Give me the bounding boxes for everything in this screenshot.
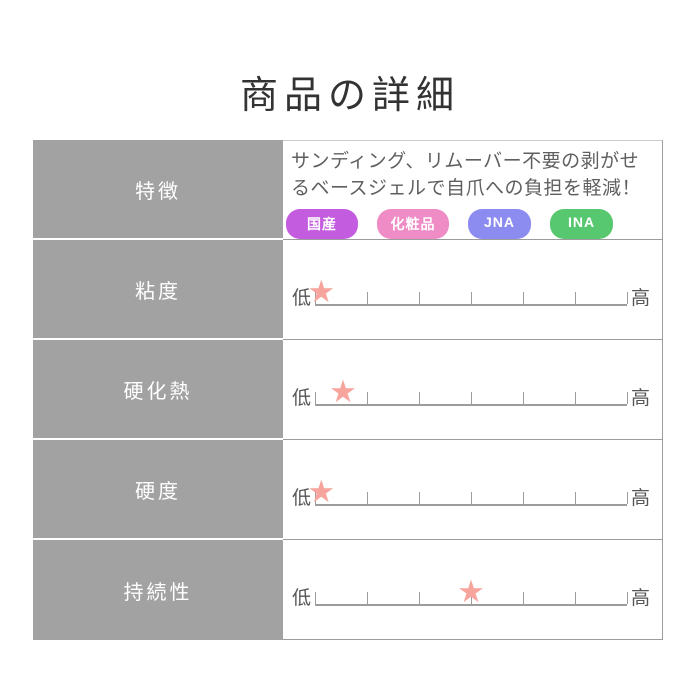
scale-tick-mark [574, 492, 576, 504]
scale-tick-mark [419, 492, 420, 504]
scale-tick-mark [419, 292, 420, 304]
scale-tick-mark [419, 392, 420, 404]
scale-tick-mark [522, 592, 524, 604]
badge-list: 国産 化粧品 JNA INA [286, 209, 662, 239]
table-row-viscosity: 粘度 低 ★ 高 [33, 240, 663, 340]
scale-tick-mark [574, 392, 576, 404]
scale-tick-mark [315, 392, 317, 404]
scale-tick-mark [522, 392, 524, 404]
scale-tick-mark [367, 292, 368, 304]
rating-scale: 低 ★ 高 [292, 576, 650, 609]
rating-star-icon: ★ [329, 374, 357, 409]
table-row-features: 特徴 サンディング、リムーバー不要の剥がせるベースジェルで自爪への負担を軽減！ … [33, 140, 663, 240]
scale-track: ★ [307, 276, 628, 307]
scale-high-label: 高 [630, 388, 650, 409]
scale-tick-mark [419, 592, 420, 604]
row-header-viscosity: 粘度 [33, 240, 283, 340]
scale-tick-mark [626, 592, 628, 604]
table-row-persistence: 持続性 低 ★ 高 [33, 540, 663, 640]
product-detail-table: 特徴 サンディング、リムーバー不要の剥がせるベースジェルで自爪への負担を軽減！ … [33, 140, 663, 640]
row-header-curing-heat: 硬化熱 [33, 340, 283, 440]
row-content-features: サンディング、リムーバー不要の剥がせるベースジェルで自爪への負担を軽減！ 国産 … [283, 140, 663, 240]
badge-ina: INA [550, 209, 613, 239]
scale-tick-mark [471, 292, 472, 304]
scale-tick-mark [471, 392, 472, 404]
scale-low-label: 低 [292, 588, 312, 609]
row-content-viscosity: 低 ★ 高 [283, 240, 663, 340]
rating-star-icon: ★ [307, 474, 336, 509]
row-content-persistence: 低 ★ 高 [283, 540, 663, 640]
scale-high-label: 高 [630, 488, 650, 509]
feature-description: サンディング、リムーバー不要の剥がせるベースジェルで自爪への負担を軽減！ [291, 151, 642, 199]
badge-domestic: 国産 [286, 209, 358, 239]
scale-low-label: 低 [292, 488, 312, 509]
rating-scale: 低 ★ 高 [292, 476, 650, 509]
scale-tick-mark [626, 292, 628, 304]
row-header-hardness: 硬度 [33, 440, 283, 540]
table-row-hardness: 硬度 低 ★ 高 [33, 440, 663, 540]
badge-cosmetics: 化粧品 [377, 209, 449, 239]
badge-jna: JNA [468, 209, 531, 239]
scale-low-label: 低 [292, 388, 312, 409]
rating-scale: 低 ★ 高 [292, 276, 650, 309]
scale-tick-mark [315, 492, 317, 504]
scale-track: ★ [307, 476, 628, 507]
rating-scale: 低 ★ 高 [292, 376, 650, 409]
scale-tick-mark [574, 292, 576, 304]
row-content-hardness: 低 ★ 高 [283, 440, 663, 540]
scale-track: ★ [315, 376, 628, 407]
scale-tick-mark [367, 492, 368, 504]
scale-low-label: 低 [292, 288, 312, 309]
scale-tick-mark [574, 592, 576, 604]
rating-star-icon: ★ [307, 274, 336, 309]
scale-high-label: 高 [630, 288, 650, 309]
scale-tick-mark [626, 392, 628, 404]
scale-tick-mark [522, 292, 524, 304]
scale-tick-mark [315, 592, 317, 604]
scale-tick-mark [626, 492, 628, 504]
row-header-persistence: 持続性 [33, 540, 283, 640]
scale-high-label: 高 [630, 588, 650, 609]
scale-tick-mark [315, 292, 317, 304]
row-header-features: 特徴 [33, 140, 283, 240]
scale-tick-mark [367, 592, 368, 604]
page-title: 商品の詳細 [239, 75, 460, 118]
scale-tick-mark [471, 592, 472, 604]
scale-track: ★ [315, 576, 628, 607]
row-content-curing-heat: 低 ★ 高 [283, 340, 663, 440]
table-row-curing-heat: 硬化熱 低 ★ 高 [33, 340, 663, 440]
scale-tick-mark [471, 492, 472, 504]
scale-tick-mark [522, 492, 524, 504]
scale-tick-mark [367, 392, 368, 404]
rating-star-icon: ★ [457, 574, 485, 609]
